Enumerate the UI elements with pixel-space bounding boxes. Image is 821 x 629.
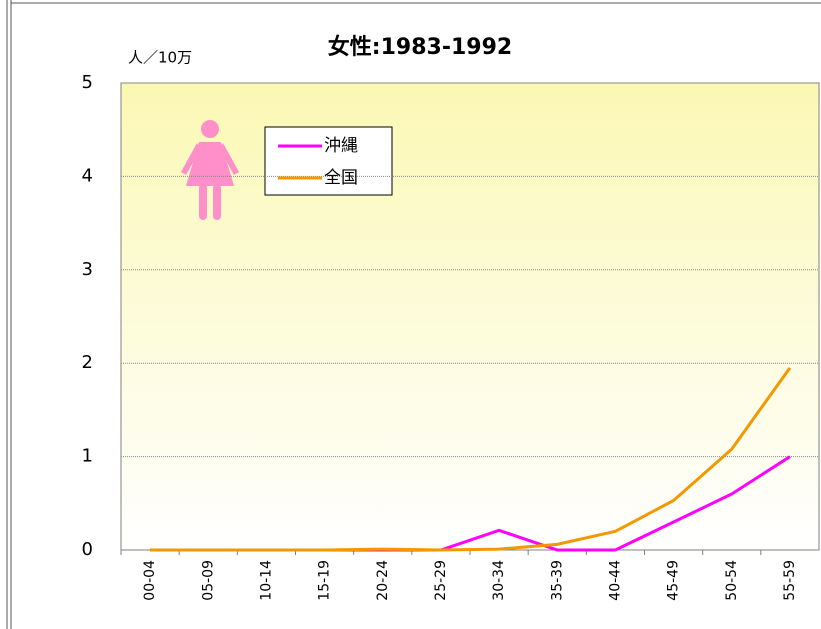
- legend-label: 沖縄: [324, 136, 358, 156]
- legend-box: [264, 126, 393, 196]
- x-tick-label: 45-49: [666, 560, 682, 601]
- y-tick-label: 1: [82, 446, 93, 467]
- y-unit: 人／10万: [128, 49, 192, 67]
- x-tick-label: 20-24: [375, 560, 391, 601]
- y-tick-label: 2: [82, 352, 93, 373]
- x-tick-label: 40-44: [607, 560, 623, 601]
- x-tick-label: 30-34: [491, 560, 507, 601]
- y-tick-label: 5: [82, 72, 93, 93]
- x-tick-label: 05-09: [200, 560, 216, 601]
- legend-label: 全国: [324, 168, 358, 188]
- y-tick-label: 4: [82, 165, 93, 186]
- x-tick-label: 50-54: [724, 560, 740, 601]
- y-tick-label: 0: [82, 539, 93, 560]
- x-tick-label: 25-29: [433, 560, 449, 601]
- y-tick-label: 3: [82, 259, 93, 280]
- female-icon: [181, 120, 239, 220]
- x-tick-label: 55-59: [782, 560, 798, 601]
- x-tick-label: 35-39: [549, 560, 565, 601]
- series-line: [150, 366, 792, 552]
- x-tick-label: 00-04: [142, 560, 158, 601]
- x-tick-label: 10-14: [258, 560, 274, 601]
- chart-title: 女性:1983-1992: [328, 34, 512, 60]
- x-tick-label: 15-19: [317, 560, 333, 601]
- plot-area: [120, 82, 820, 551]
